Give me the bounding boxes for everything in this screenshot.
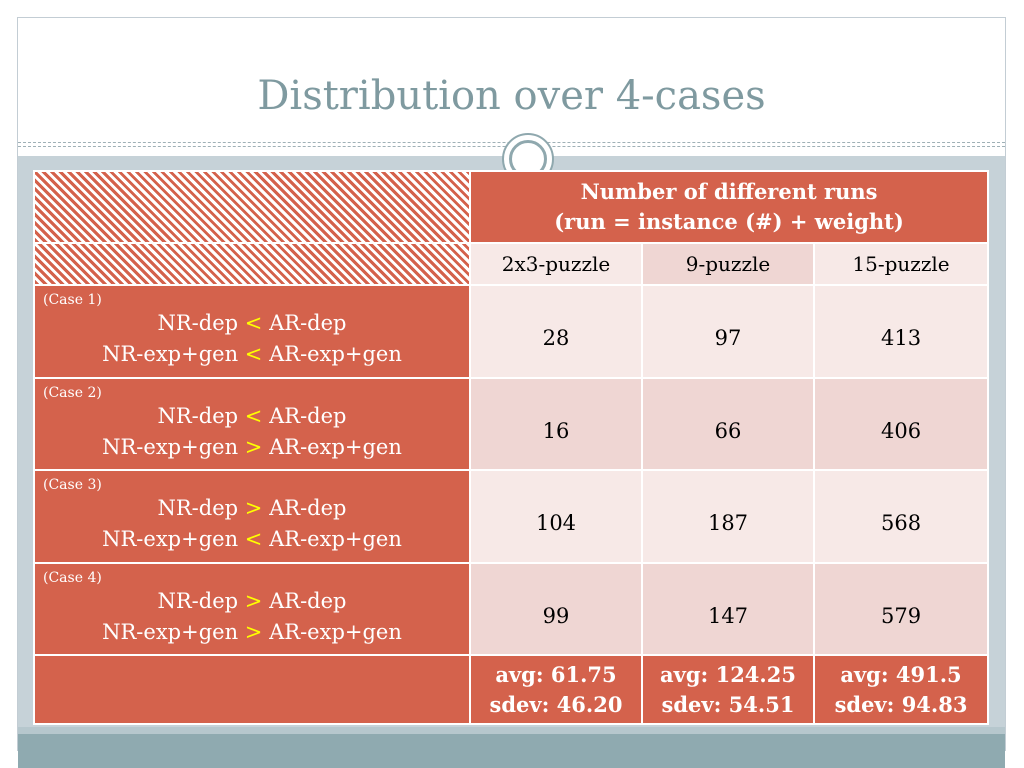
relation-line: NR-exp+gen > AR-exp+gen <box>43 617 461 648</box>
relation-right: AR-exp+gen <box>269 620 402 644</box>
case-label: (Case 4) <box>43 570 102 586</box>
relation-right: AR-dep <box>269 404 347 428</box>
value-cell: 147 <box>641 562 815 656</box>
relation-left: NR-exp+gen <box>102 342 239 366</box>
relation-operator: < <box>244 342 263 366</box>
relation-operator: < <box>244 527 263 551</box>
avg-value: avg: 124.25 <box>660 661 796 687</box>
relation-left: NR-dep <box>157 404 239 428</box>
value-cell: 568 <box>812 469 990 564</box>
column-header-15: 15-puzzle <box>812 242 990 286</box>
header-line-2: (run = instance (#) + weight) <box>554 209 904 234</box>
case-cell: (Case 4) NR-dep > AR-dep NR-exp+gen > AR… <box>33 562 471 656</box>
relation-operator: < <box>244 404 263 428</box>
value-cell: 187 <box>641 469 815 564</box>
bottom-bar <box>18 734 1005 768</box>
summary-label-cell <box>33 654 471 725</box>
avg-value: avg: 61.75 <box>495 661 617 687</box>
relation-left: NR-dep <box>157 311 239 335</box>
relation-operator: < <box>244 311 263 335</box>
relation-left: NR-exp+gen <box>102 527 239 551</box>
table-header: Number of different runs (run = instance… <box>468 170 990 244</box>
bottom-stripe <box>18 727 1005 734</box>
sdev-value: sdev: 94.83 <box>834 691 968 717</box>
summary-cell: avg: 61.75 sdev: 46.20 <box>469 654 643 725</box>
relation-line: NR-exp+gen > AR-exp+gen <box>43 432 461 463</box>
relation-right: AR-exp+gen <box>269 342 402 366</box>
relation-operator: > <box>244 496 263 520</box>
value-cell: 104 <box>469 469 643 564</box>
column-header-9: 9-puzzle <box>641 242 815 286</box>
relation-right: AR-exp+gen <box>269 435 402 459</box>
relation-right: AR-exp+gen <box>269 527 402 551</box>
relation-left: NR-exp+gen <box>102 435 239 459</box>
value-cell: 99 <box>469 562 643 656</box>
value-cell: 66 <box>641 377 815 471</box>
relation-operator: > <box>244 435 263 459</box>
value-cell: 406 <box>812 377 990 471</box>
value-cell: 28 <box>469 284 643 379</box>
corner-cell-2 <box>33 242 471 286</box>
relation-right: AR-dep <box>269 311 347 335</box>
relation-left: NR-dep <box>157 589 239 613</box>
relation-left: NR-dep <box>157 496 239 520</box>
relation-left: NR-exp+gen <box>102 620 239 644</box>
sdev-value: sdev: 46.20 <box>489 691 623 717</box>
table-row: (Case 3) NR-dep > AR-dep NR-exp+gen < AR… <box>33 469 990 564</box>
avg-value: avg: 491.5 <box>840 661 962 687</box>
relation-operator: > <box>244 620 263 644</box>
value-cell: 579 <box>812 562 990 656</box>
relation-line: NR-dep < AR-dep <box>43 401 461 432</box>
case-label: (Case 1) <box>43 292 102 308</box>
value-cell: 16 <box>469 377 643 471</box>
relation-right: AR-dep <box>269 496 347 520</box>
case-cell: (Case 2) NR-dep < AR-dep NR-exp+gen > AR… <box>33 377 471 471</box>
relation-operator: > <box>244 589 263 613</box>
table-row: (Case 4) NR-dep > AR-dep NR-exp+gen > AR… <box>33 562 990 656</box>
distribution-table: Number of different runs (run = instance… <box>33 170 990 725</box>
sdev-value: sdev: 54.51 <box>661 691 795 717</box>
relation-line: NR-exp+gen < AR-exp+gen <box>43 524 461 555</box>
value-cell: 413 <box>812 284 990 379</box>
relation-line: NR-dep > AR-dep <box>43 586 461 617</box>
case-label: (Case 2) <box>43 385 102 401</box>
relation-line: NR-exp+gen < AR-exp+gen <box>43 339 461 370</box>
summary-cell: avg: 124.25 sdev: 54.51 <box>641 654 815 725</box>
value-cell: 97 <box>641 284 815 379</box>
slide-title: Distribution over 4-cases <box>257 73 766 119</box>
case-cell: (Case 1) NR-dep < AR-dep NR-exp+gen < AR… <box>33 284 471 379</box>
relation-line: NR-dep < AR-dep <box>43 308 461 339</box>
relation-right: AR-dep <box>269 589 347 613</box>
header-line-1: Number of different runs <box>580 179 878 204</box>
corner-cell <box>33 170 471 244</box>
table-row: (Case 1) NR-dep < AR-dep NR-exp+gen < AR… <box>33 284 990 379</box>
summary-row: avg: 61.75 sdev: 46.20 avg: 124.25 sdev:… <box>33 654 990 725</box>
case-label: (Case 3) <box>43 477 102 493</box>
relation-line: NR-dep > AR-dep <box>43 493 461 524</box>
column-header-2x3: 2x3-puzzle <box>469 242 643 286</box>
table-row: (Case 2) NR-dep < AR-dep NR-exp+gen > AR… <box>33 377 990 471</box>
case-cell: (Case 3) NR-dep > AR-dep NR-exp+gen < AR… <box>33 469 471 564</box>
summary-cell: avg: 491.5 sdev: 94.83 <box>812 654 990 725</box>
